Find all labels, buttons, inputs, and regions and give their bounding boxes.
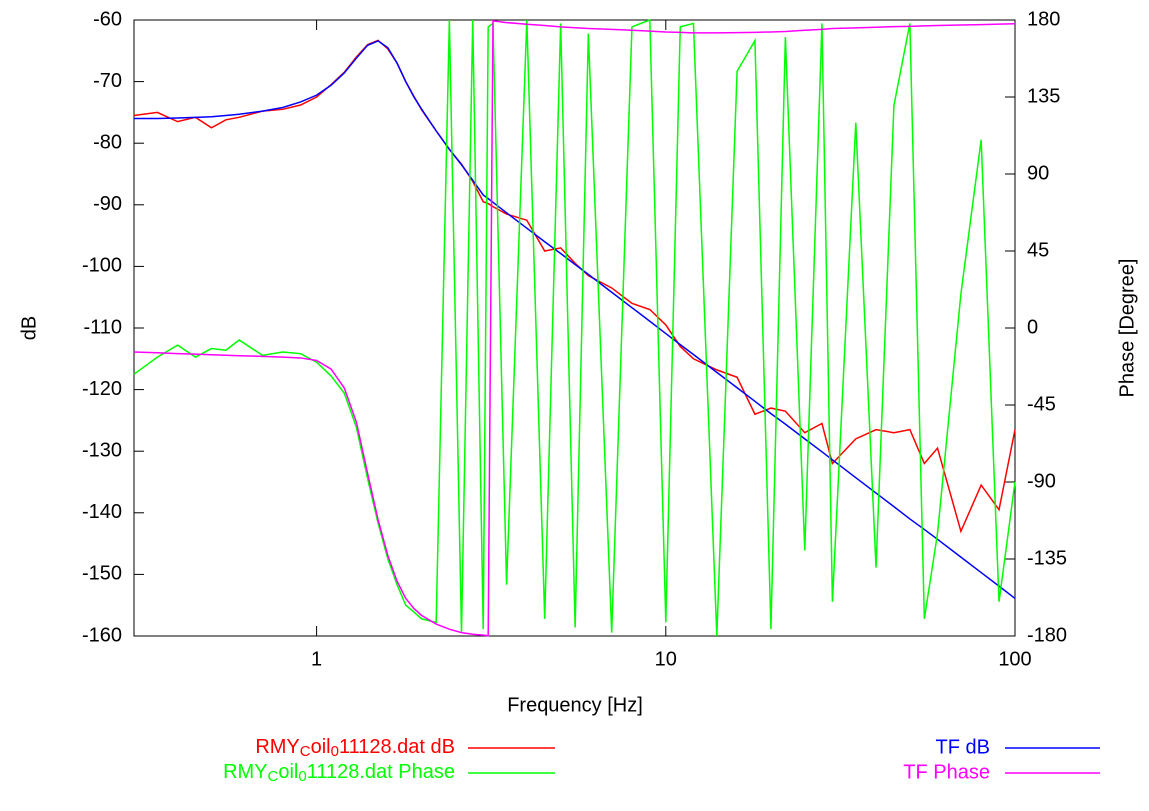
y2-tick-label: 180 — [1027, 8, 1060, 30]
y2-tick-label: 90 — [1027, 162, 1049, 184]
x-axis-label: Frequency [Hz] — [507, 694, 643, 716]
legend-label: TF Phase — [903, 761, 990, 783]
y2-tick-label: 0 — [1027, 316, 1038, 338]
y2-axis-label: Phase [Degree] — [1116, 259, 1138, 398]
plot-frame — [133, 19, 1016, 637]
y2-tick-label: -135 — [1027, 547, 1067, 569]
series-line — [134, 40, 1016, 600]
y-tick-label: -140 — [82, 501, 122, 523]
series-line — [133, 18, 1016, 637]
y-tick-label: -90 — [93, 193, 122, 215]
y-tick-label: -100 — [82, 255, 122, 277]
y2-tick-label: -45 — [1027, 393, 1056, 415]
y-tick-label: -160 — [82, 624, 122, 646]
legend-label: TF dB — [936, 736, 990, 758]
y2-tick-label: 135 — [1027, 85, 1060, 107]
series-line — [133, 20, 1016, 637]
y-tick-label: -120 — [82, 378, 122, 400]
y-tick-label: -150 — [82, 563, 122, 585]
series-line — [133, 39, 1016, 534]
legend-label: RMYCoil011128.dat Phase — [223, 761, 455, 785]
x-tick-label: 10 — [655, 648, 677, 670]
x-tick-label: 100 — [998, 648, 1031, 670]
x-tick-label: 1 — [311, 648, 322, 670]
y2-tick-label: 45 — [1027, 239, 1049, 261]
y-tick-label: -70 — [93, 70, 122, 92]
y-tick-label: -80 — [93, 131, 122, 153]
legend-label: RMYCoil011128.dat dB — [255, 736, 455, 760]
y2-tick-label: -180 — [1027, 624, 1067, 646]
y-axis-label: dB — [18, 316, 40, 340]
y2-tick-label: -90 — [1027, 470, 1056, 492]
y-tick-label: -60 — [93, 8, 122, 30]
y-tick-label: -110 — [83, 316, 122, 338]
y-tick-label: -130 — [82, 439, 122, 461]
